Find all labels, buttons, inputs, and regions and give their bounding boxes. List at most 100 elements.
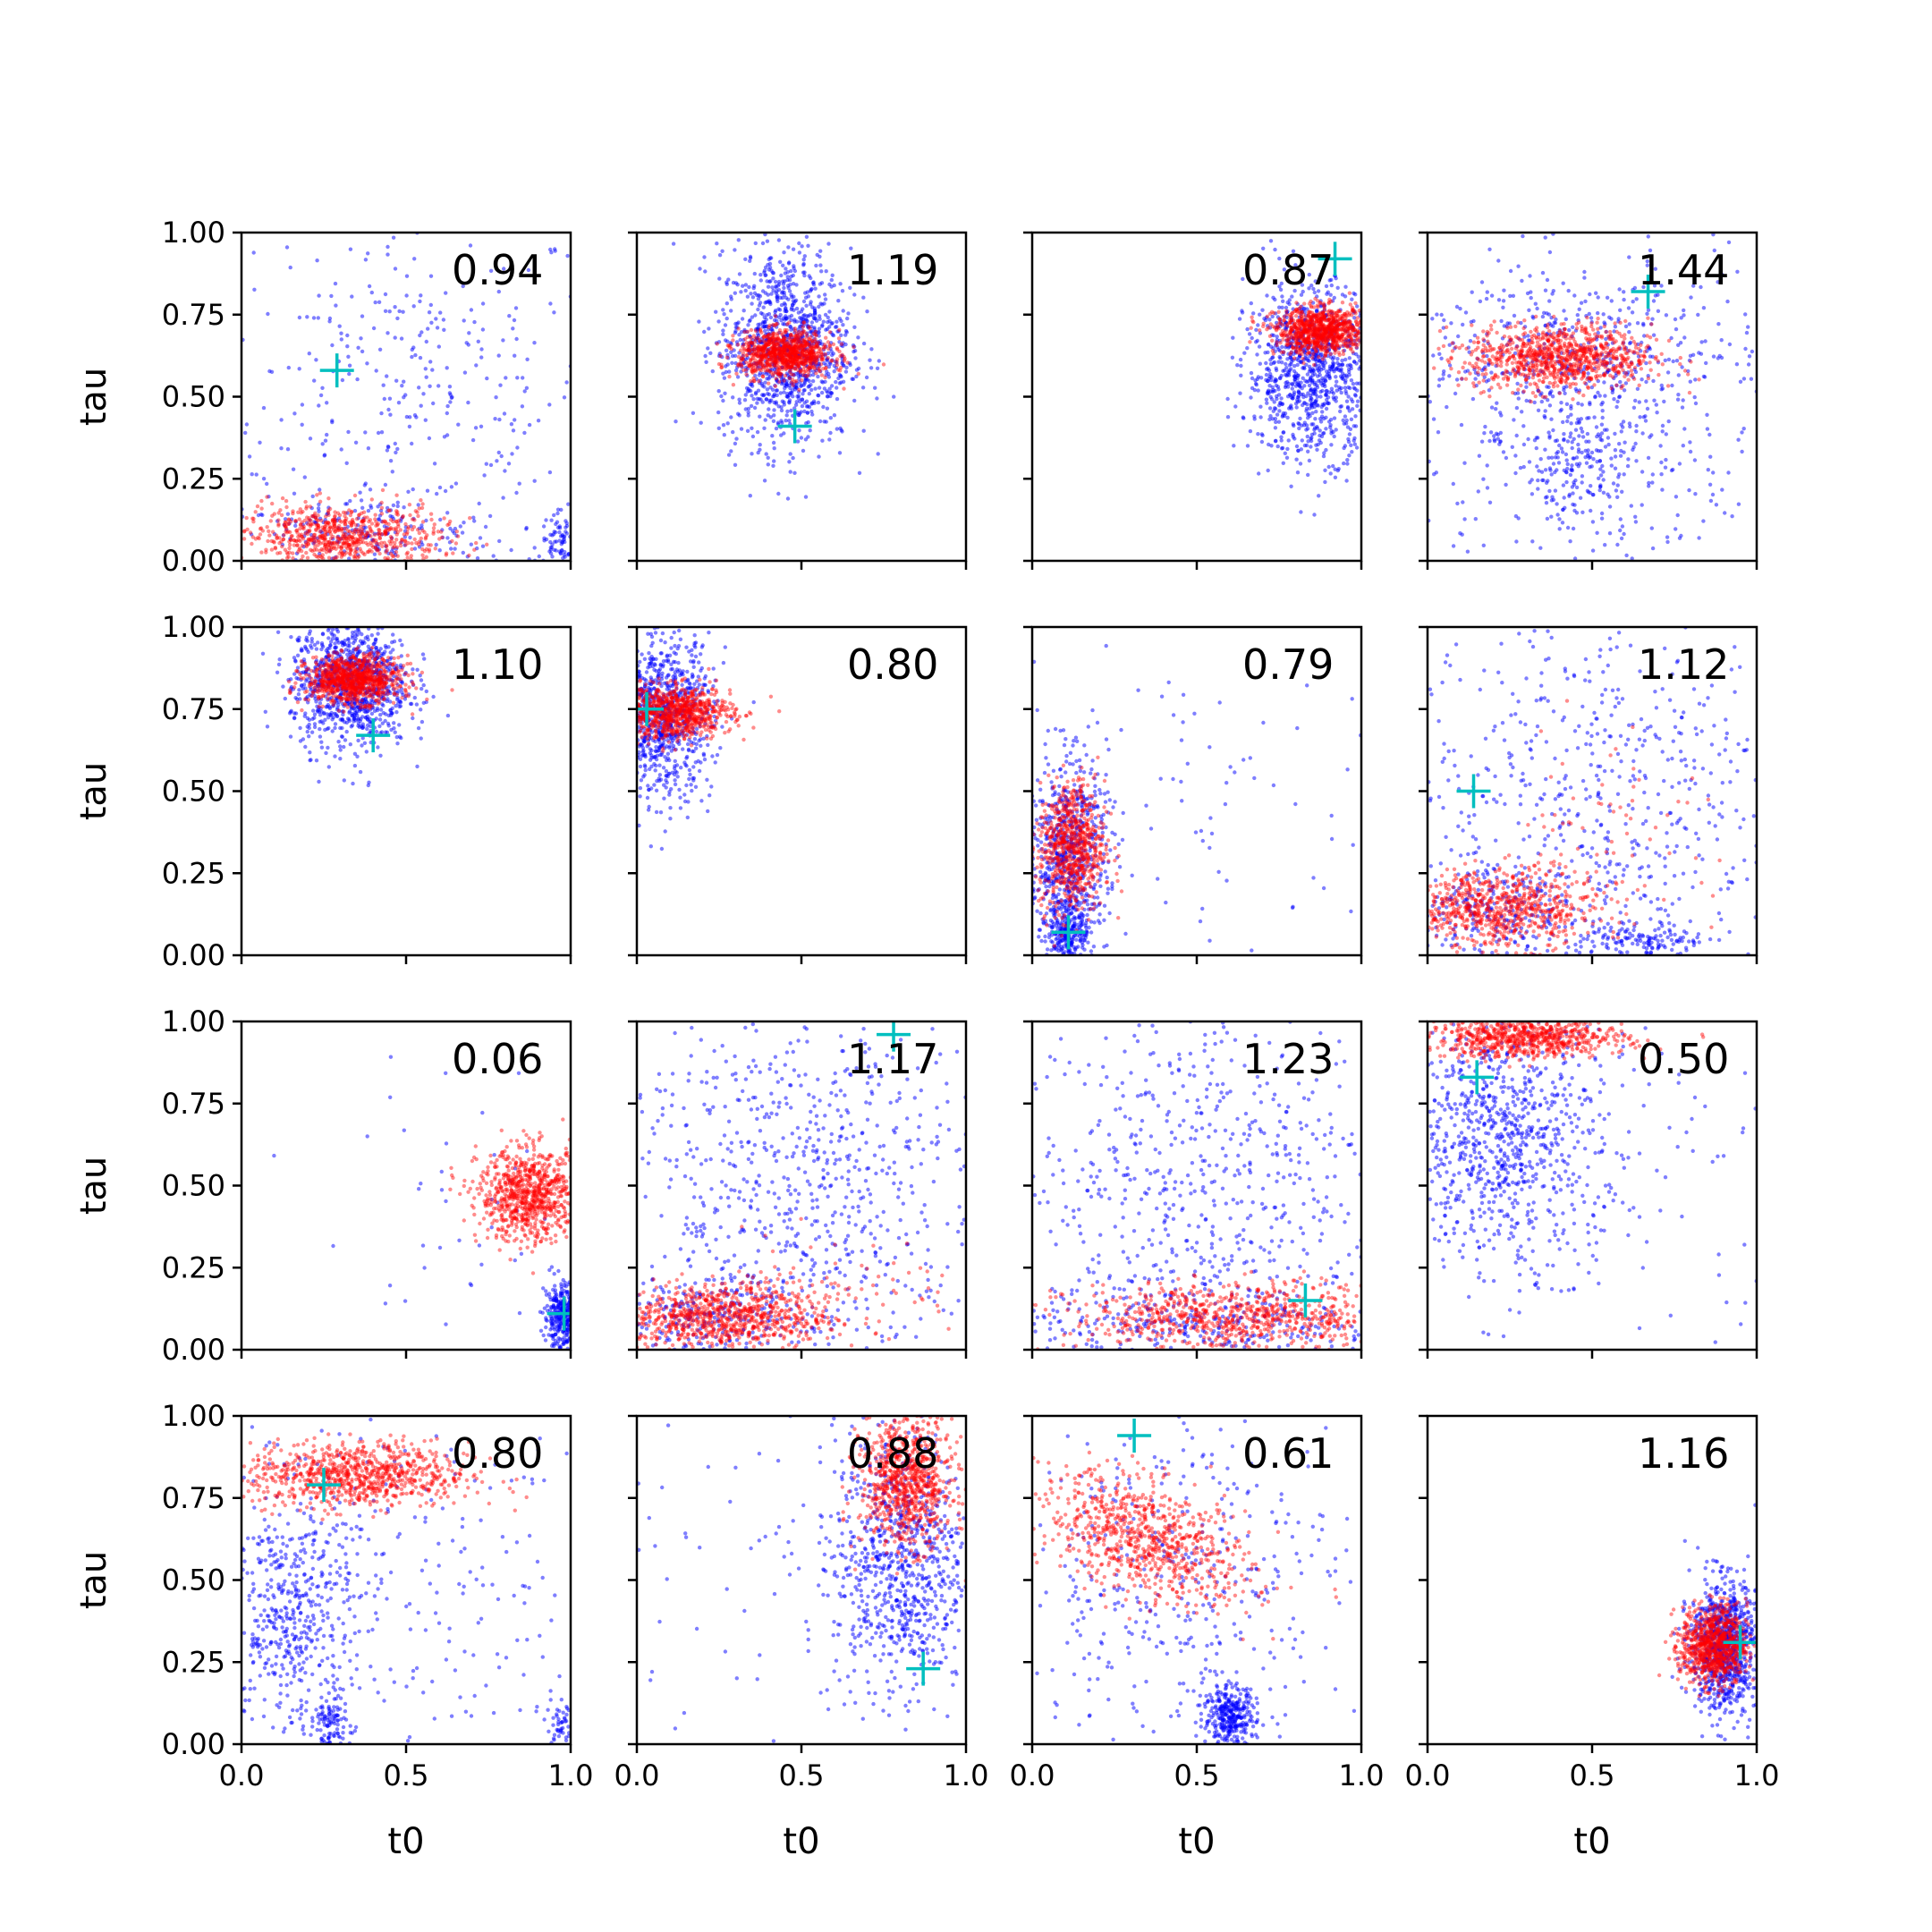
red-point: [786, 352, 792, 357]
red-point: [771, 351, 776, 355]
blue-point: [1309, 397, 1314, 402]
red-point: [812, 365, 817, 369]
blue-point: [746, 348, 751, 352]
red-point: [1328, 331, 1333, 335]
blue-point: [449, 547, 453, 551]
red-point: [796, 361, 801, 367]
blue-point: [869, 366, 874, 370]
blue-point: [360, 349, 365, 354]
blue-point: [1294, 457, 1299, 462]
blue-point: [363, 258, 369, 262]
red-point: [309, 513, 315, 519]
blue-point: [799, 309, 804, 314]
red-point: [823, 375, 827, 380]
red-point: [760, 346, 765, 352]
blue-point: [369, 504, 373, 508]
red-point: [817, 368, 821, 372]
blue-point: [1301, 401, 1307, 405]
blue-point: [841, 309, 845, 313]
blue-point: [800, 397, 805, 402]
blue-point: [1274, 368, 1279, 373]
red-point: [796, 339, 801, 344]
red-point: [1340, 334, 1344, 339]
red-point: [444, 553, 448, 557]
red-point: [330, 541, 335, 546]
blue-point: [385, 448, 390, 453]
blue-point: [735, 326, 740, 330]
blue-point: [809, 300, 813, 304]
red-point: [773, 350, 778, 354]
blue-point: [832, 413, 837, 418]
blue-point: [372, 552, 377, 556]
blue-point: [553, 539, 557, 544]
blue-point: [772, 459, 776, 463]
red-point: [348, 537, 352, 541]
blue-point: [1328, 352, 1334, 356]
blue-point: [1317, 494, 1321, 498]
red-point: [1321, 340, 1326, 345]
red-point: [389, 539, 394, 544]
blue-point: [818, 317, 822, 321]
blue-point: [755, 326, 759, 331]
red-point: [1342, 318, 1347, 324]
red-point: [419, 498, 423, 503]
red-point: [804, 353, 809, 359]
blue-point: [789, 268, 793, 274]
red-point: [809, 341, 814, 345]
red-point: [1332, 310, 1336, 315]
red-point: [1329, 309, 1335, 314]
red-point: [374, 523, 378, 528]
red-point: [1300, 318, 1304, 324]
red-point: [348, 552, 352, 557]
red-point: [782, 340, 786, 345]
blue-point: [792, 330, 797, 335]
red-point: [1355, 335, 1360, 340]
blue-point: [1231, 335, 1235, 340]
red-point: [361, 510, 367, 514]
blue-point: [1343, 444, 1348, 448]
blue-point: [806, 294, 810, 299]
red-point: [1331, 333, 1335, 337]
blue-point: [1281, 352, 1285, 357]
blue-point: [785, 270, 790, 275]
red-point: [802, 353, 807, 358]
red-point: [294, 538, 299, 544]
red-point: [781, 365, 785, 369]
blue-point: [1328, 471, 1333, 476]
red-point: [719, 365, 724, 370]
blue-point: [1329, 443, 1334, 447]
blue-point: [394, 547, 399, 551]
blue-point: [764, 318, 768, 322]
red-point: [1302, 326, 1308, 331]
blue-point: [1320, 309, 1325, 314]
blue-point: [544, 537, 549, 542]
red-point: [1290, 344, 1295, 350]
red-point: [442, 516, 446, 521]
red-point: [291, 511, 295, 516]
blue-point: [835, 319, 839, 324]
red-point: [801, 346, 806, 352]
red-point: [1285, 338, 1290, 343]
red-point: [367, 549, 371, 554]
red-point: [1298, 332, 1303, 336]
red-point: [386, 508, 391, 513]
blue-point: [336, 540, 341, 545]
blue-point: [1275, 345, 1280, 350]
blue-point: [334, 303, 338, 308]
blue-point: [254, 472, 258, 477]
blue-point: [344, 461, 349, 465]
blue-point: [775, 321, 780, 326]
blue-point: [792, 338, 796, 343]
blue-point: [818, 254, 822, 259]
blue-point: [1326, 329, 1331, 334]
blue-point: [773, 383, 777, 388]
blue-point: [283, 517, 288, 521]
red-point: [334, 529, 338, 534]
blue-point: [794, 283, 799, 287]
red-point: [796, 335, 801, 340]
blue-point: [317, 293, 321, 298]
red-point: [339, 545, 343, 550]
red-point: [298, 527, 302, 531]
red-point: [776, 349, 781, 353]
blue-point: [514, 490, 519, 496]
